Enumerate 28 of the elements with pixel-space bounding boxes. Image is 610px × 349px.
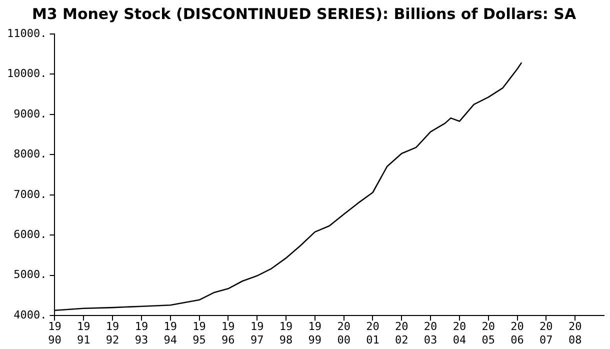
y-tick-label: 4000. bbox=[14, 308, 47, 322]
y-tick-label: 5000. bbox=[14, 268, 47, 282]
x-tick-label: 20 02 bbox=[395, 320, 408, 346]
chart-title: M3 Money Stock (DISCONTINUED SERIES): Billions of Dollars: SA bbox=[32, 4, 576, 23]
x-tick-label: 19 98 bbox=[279, 320, 293, 346]
x-tick-label: 19 93 bbox=[134, 320, 148, 346]
x-tick-label: 20 01 bbox=[366, 320, 380, 346]
x-tick-label: 19 91 bbox=[77, 320, 90, 346]
y-tick-label: 8000. bbox=[14, 148, 47, 161]
x-tick-label: 20 04 bbox=[452, 320, 466, 346]
y-tick-label: 11000. bbox=[6, 26, 47, 40]
x-tick-label: 19 94 bbox=[164, 320, 178, 346]
x-tick-label: 20 06 bbox=[510, 320, 524, 346]
x-tick-label: 19 99 bbox=[308, 320, 322, 346]
x-tick-label: 20 08 bbox=[568, 320, 582, 346]
y-tick-label: 9000. bbox=[14, 107, 47, 120]
x-tick-label: 19 97 bbox=[250, 320, 264, 346]
x-tick-label: 19 96 bbox=[222, 320, 235, 346]
x-tick-label: 20 03 bbox=[424, 320, 438, 346]
y-tick-label: 10000. bbox=[6, 67, 47, 80]
y-tick-label: 7000. bbox=[14, 188, 47, 201]
x-tick-label: 20 05 bbox=[482, 320, 495, 346]
x-tick-label: 20 07 bbox=[540, 320, 553, 346]
y-tick-label: 6000. bbox=[14, 228, 47, 241]
x-tick-label: 19 90 bbox=[48, 320, 62, 346]
x-tick-label: 19 92 bbox=[106, 320, 120, 346]
x-tick-label: 20 00 bbox=[337, 320, 350, 346]
x-tick-label: 19 95 bbox=[192, 320, 206, 346]
